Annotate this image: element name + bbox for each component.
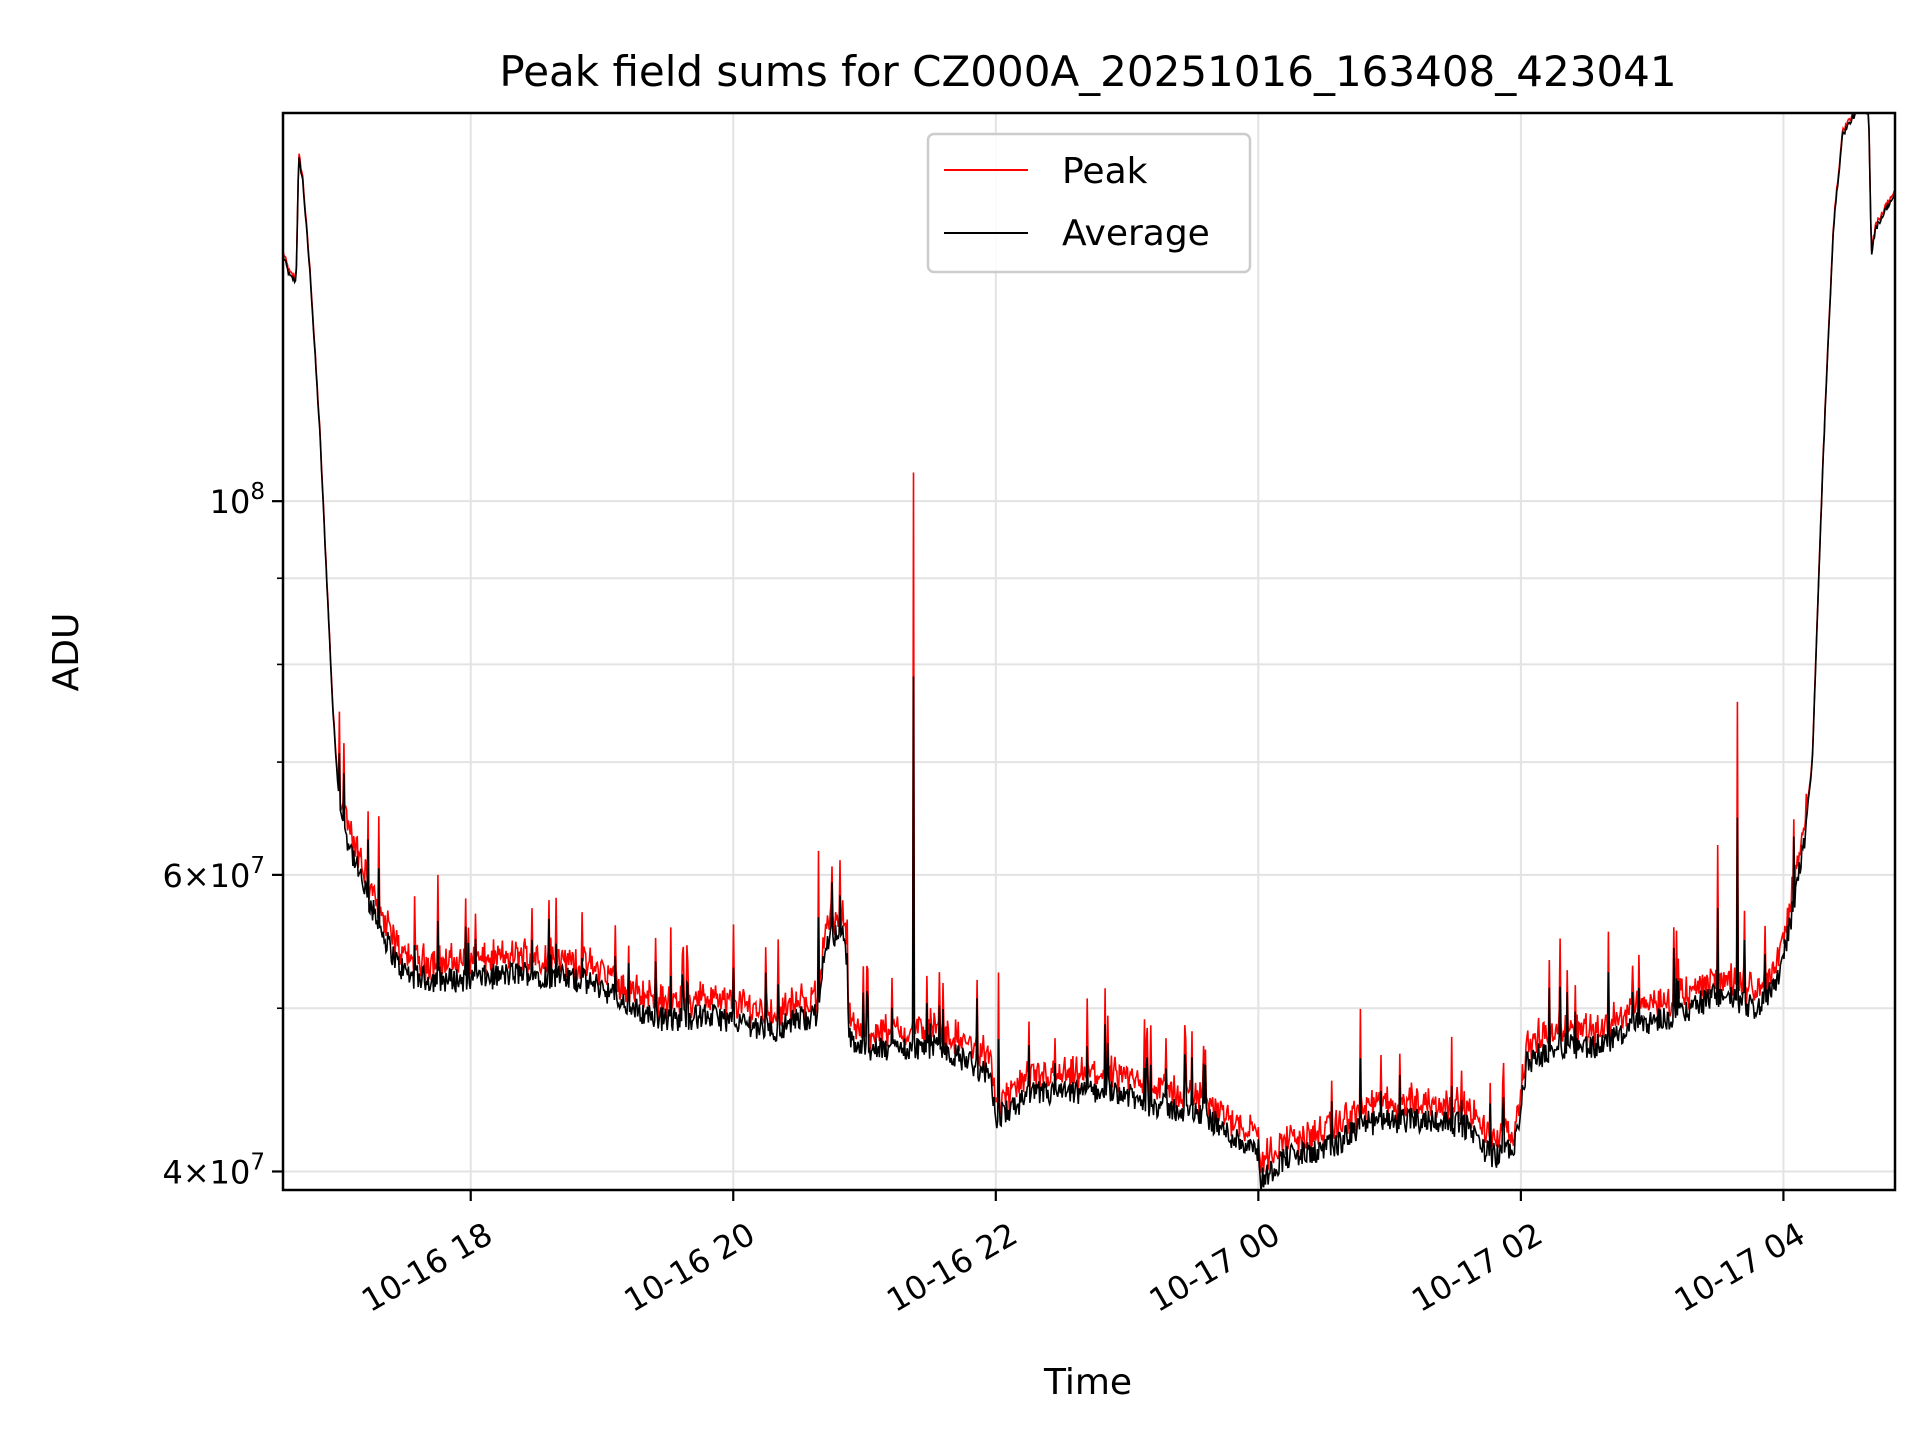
y-tick-label: 6×107 — [162, 853, 265, 895]
legend-label-average: Average — [1062, 213, 1210, 254]
series-layer — [283, 113, 1895, 1190]
y-tick-label: 108 — [210, 479, 265, 521]
x-axis-label: Time — [1043, 1362, 1132, 1403]
legend: Peak Average — [926, 132, 1252, 274]
legend-label-peak: Peak — [1062, 151, 1148, 192]
grid-layer — [283, 113, 1895, 1190]
chart-title: Peak field sums for CZ000A_20251016_1634… — [499, 47, 1676, 96]
plot-frame — [281, 111, 1897, 1192]
y-axis-label: ADU — [46, 613, 87, 692]
series-line-average — [283, 113, 1895, 1190]
legend-box — [926, 132, 1252, 274]
y-tick-label: 4×107 — [162, 1149, 265, 1191]
